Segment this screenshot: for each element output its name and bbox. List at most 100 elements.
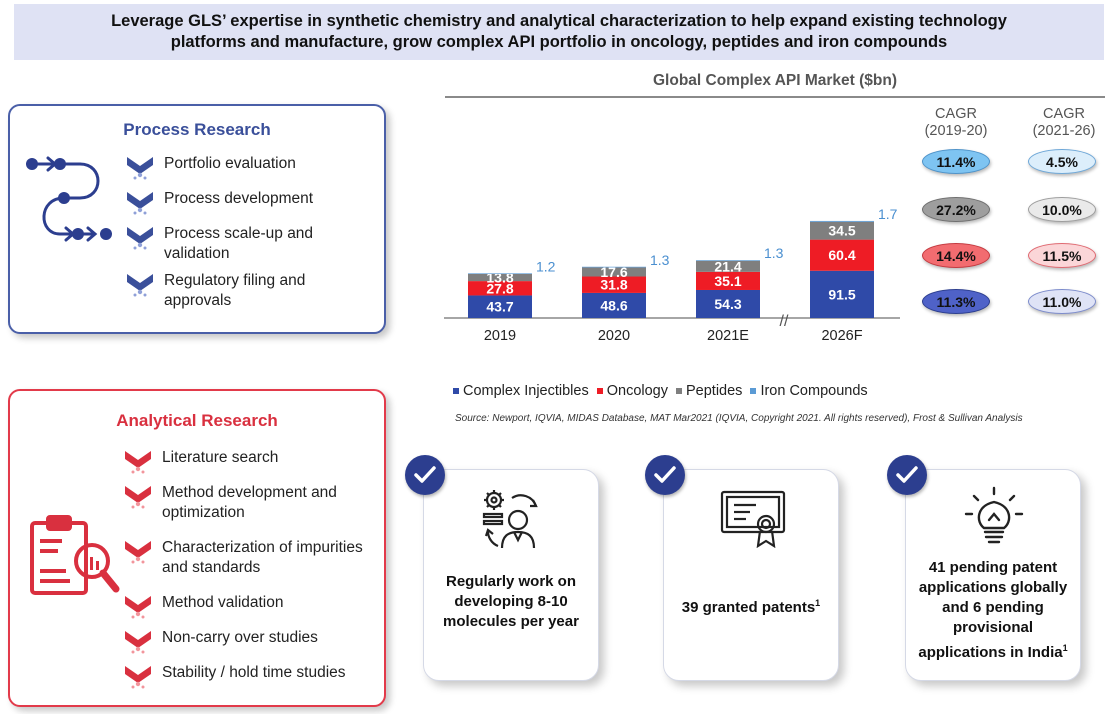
bar-value-label: 27.8 — [486, 280, 513, 296]
analytical-item-label: Characterization of impurities and stand… — [162, 539, 363, 576]
molecule-bullet-icon — [125, 541, 151, 564]
bar-segment — [468, 273, 532, 274]
footnote-marker: 1 — [1062, 643, 1068, 653]
process-item: Process development — [124, 189, 313, 215]
process-item-label: Regulatory filing and approvals — [164, 272, 306, 309]
molecule-bullet-icon — [127, 157, 153, 180]
cagr-oval: 11.3% — [922, 289, 990, 314]
bar-segment — [810, 221, 874, 240]
x-tick-label: 2019 — [484, 328, 516, 344]
x-tick-label: 2020 — [598, 328, 630, 344]
bar-segment — [696, 260, 760, 272]
capability-card: 39 granted patents1 — [663, 469, 839, 681]
legend-label: Peptides — [686, 383, 743, 399]
checkmark-icon — [887, 455, 927, 495]
process-item: Process scale-up and validation — [124, 224, 354, 264]
cagr-oval: 10.0% — [1028, 197, 1096, 222]
cagr-oval: 11.5% — [1028, 243, 1096, 268]
bar-segment — [810, 220, 874, 222]
chart-title-rule — [445, 96, 1105, 98]
capability-card: 41 pending patent applications globally … — [905, 469, 1081, 681]
bar-segment — [582, 267, 646, 277]
bar-segment — [810, 239, 874, 271]
stacked-bar-chart: 43.7 27.813.8 1.2 2019 48.6 31.817.6 1.3 2020 54… — [444, 206, 900, 344]
capability-card: Regularly work on developing 8-10 molecu… — [423, 469, 599, 681]
analytical-item: Method validation — [122, 593, 284, 619]
cagr-oval: 27.2% — [922, 197, 990, 222]
x-tick-label: 2021E — [707, 328, 749, 344]
analytical-item: Characterization of impurities and stand… — [122, 538, 372, 578]
bar-segment — [696, 260, 760, 261]
bar-segment — [810, 270, 874, 318]
analytical-item-label: Method development and optimization — [162, 484, 337, 521]
process-item: Portfolio evaluation — [124, 154, 296, 180]
process-research-title: Process Research — [123, 120, 271, 139]
card-text-main: 39 granted patents — [681, 599, 816, 616]
legend-item: Peptides — [676, 383, 742, 399]
card-text: 41 pending patent applications globally … — [912, 558, 1074, 663]
legend-label: Complex Injectibles — [463, 383, 589, 399]
iron-compounds-label: 1.2 — [536, 258, 556, 274]
analytical-research-title: Analytical Research — [116, 411, 278, 430]
cagr-header-label: CAGR — [935, 106, 977, 122]
legend-item: Iron Compounds — [750, 383, 868, 399]
analytical-item-label: Literature search — [162, 449, 279, 466]
legend-swatch — [596, 388, 603, 394]
analytical-item-label: Stability / hold time studies — [162, 664, 346, 681]
analytical-item: Stability / hold time studies — [122, 663, 346, 689]
bar-segment — [468, 273, 532, 282]
analytical-item: Non-carry over studies — [122, 628, 318, 654]
scientist-gear-icon — [482, 490, 538, 549]
legend-label: Oncology — [606, 383, 668, 399]
bar-value-label: 13.8 — [486, 270, 513, 286]
cagr-header-period: (2019-20) — [924, 123, 988, 139]
process-item-label: Process development — [164, 190, 314, 207]
analytical-item: Literature search — [122, 448, 278, 474]
analytical-item: Method development and optimization — [122, 483, 372, 523]
footnote-marker: 1 — [815, 598, 821, 608]
axis-break-mark: // — [780, 313, 789, 330]
checkmark-icon — [405, 455, 445, 495]
bar-segment — [696, 289, 760, 318]
legend-item: Complex Injectibles — [453, 383, 589, 399]
process-flow-icon — [26, 156, 112, 242]
analytical-item-label: Non-carry over studies — [162, 629, 318, 646]
process-item-label: Process scale-up and validation — [164, 225, 314, 262]
clipboard-magnifier-icon — [30, 515, 120, 595]
card-text: 39 granted patents1 — [670, 593, 832, 618]
molecule-bullet-icon — [125, 451, 151, 474]
cagr-header-period: (2021-26) — [1032, 123, 1096, 139]
bar-value-label: 91.5 — [828, 286, 855, 302]
legend-label: Iron Compounds — [760, 383, 868, 399]
iron-compounds-label: 1.7 — [878, 206, 898, 222]
bar-value-label: 34.5 — [828, 223, 855, 239]
bar-segment — [582, 266, 646, 268]
cagr-header-2019-20: CAGR (2019-20) — [912, 106, 1000, 140]
bar-value-label: 48.6 — [600, 297, 627, 313]
bar-value-label: 31.8 — [600, 277, 627, 293]
analytical-research-panel: Analytical Research Literature search Me… — [8, 389, 386, 707]
molecule-bullet-icon — [127, 192, 153, 215]
molecule-bullet-icon — [125, 631, 151, 654]
bar-value-label: 21.4 — [714, 258, 741, 274]
bar-value-label: 17.6 — [600, 264, 627, 280]
bar-value-label: 43.7 — [486, 299, 513, 315]
headline-line-1: Leverage GLS’ expertise in synthetic che… — [111, 12, 1007, 30]
bar-segment — [582, 292, 646, 318]
legend-swatch — [453, 388, 459, 394]
process-item: Regulatory filing and approvals — [124, 271, 354, 311]
card-text: Regularly work on developing 8-10 molecu… — [443, 573, 579, 630]
bar-segment — [696, 271, 760, 290]
process-research-panel: Process Research Portfolio evaluation Pr… — [8, 104, 386, 334]
bar-value-label: 60.4 — [828, 247, 855, 263]
cagr-oval: 11.4% — [922, 149, 990, 174]
molecule-bullet-icon — [125, 596, 151, 619]
bar-segment — [468, 295, 532, 318]
cagr-header-2021-26: CAGR (2021-26) — [1020, 106, 1108, 140]
iron-compounds-label: 1.3 — [650, 252, 670, 268]
legend-swatch — [750, 388, 757, 394]
chart-legend: Complex Injectibles Oncology Peptides Ir… — [453, 383, 868, 399]
legend-swatch — [676, 388, 682, 394]
x-tick-label: 2026F — [821, 328, 862, 344]
